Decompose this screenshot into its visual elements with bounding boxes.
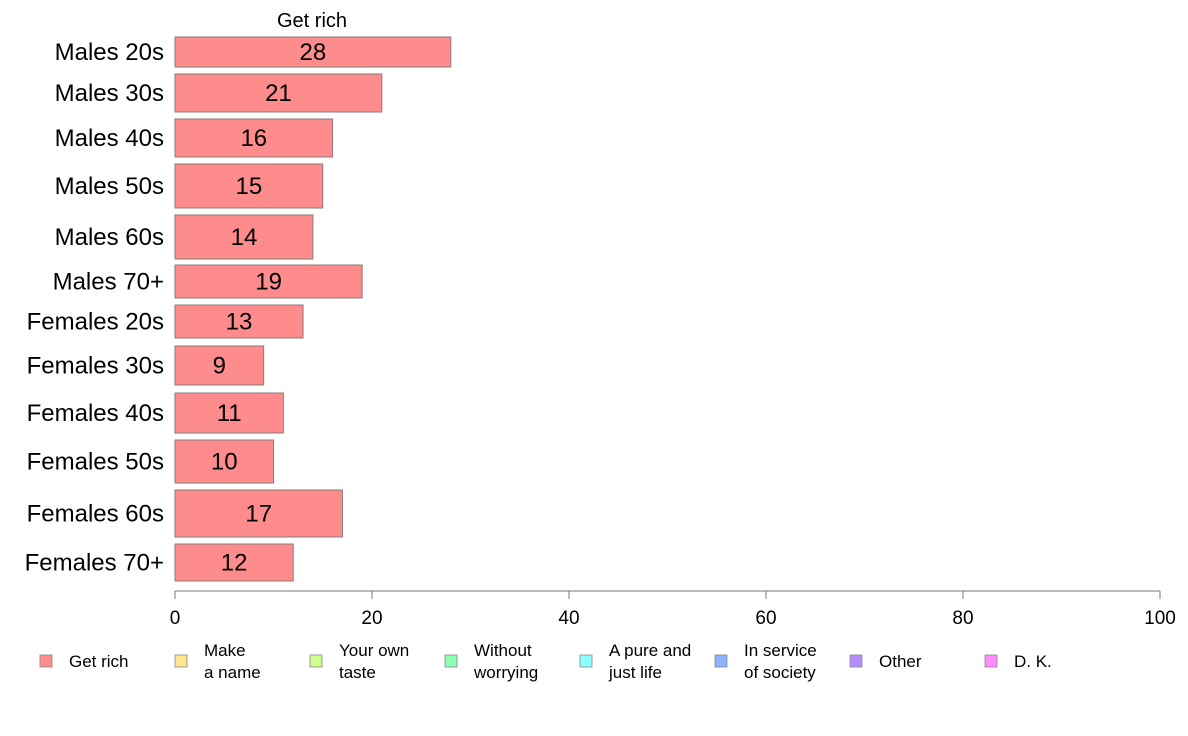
category-label: Males 60s (55, 224, 164, 251)
legend-label: Get rich (69, 652, 129, 671)
data-label: 16 (240, 125, 267, 152)
category-label: Males 40s (55, 125, 164, 152)
category-label: Males 20s (55, 39, 164, 66)
legend-swatch (174, 654, 188, 668)
data-label: 14 (231, 224, 258, 251)
legend-label: Make (204, 641, 246, 660)
legend-label: Without (474, 641, 532, 660)
data-label: 28 (300, 39, 327, 66)
bar (174, 439, 274, 484)
data-label: 15 (236, 173, 263, 200)
legend-label: A pure and (609, 641, 691, 660)
legend-label: Other (879, 652, 922, 671)
x-tick-label: 0 (170, 608, 181, 629)
legend-label: taste (339, 663, 376, 682)
category-label: Females 50s (27, 449, 164, 476)
x-tick-label: 40 (558, 608, 579, 629)
chart-title: Get rich (277, 10, 347, 32)
legend-swatch (714, 654, 728, 668)
bar (174, 36, 452, 68)
legend-label: D. K. (1014, 652, 1052, 671)
bar (174, 73, 383, 113)
legend: Get rich Make a name Your own taste Without wo… (39, 641, 1052, 682)
data-label: 12 (221, 550, 248, 577)
x-tick-label: 100 (1144, 608, 1176, 629)
legend-label: Your own (339, 641, 409, 660)
x-tick-label: 20 (361, 608, 382, 629)
legend-swatch (309, 654, 323, 668)
bar (174, 304, 304, 339)
data-label: 19 (255, 269, 282, 296)
bars-group: Males 20s 28 Males 30s 21 Males 40s 16 Males 5… (25, 36, 452, 582)
x-tick-label: 80 (952, 608, 973, 629)
legend-label: of society (744, 663, 816, 682)
data-label: 11 (217, 400, 242, 427)
legend-label: In service (744, 641, 817, 660)
data-label: 9 (213, 353, 226, 380)
data-label: 10 (211, 449, 238, 476)
bar (174, 392, 284, 434)
bar (174, 543, 294, 582)
legend-swatch (849, 654, 863, 668)
bar (174, 214, 314, 260)
bar (174, 345, 265, 386)
category-label: Females 20s (27, 309, 164, 336)
category-label: Females 70+ (25, 550, 164, 577)
category-label: Males 70+ (53, 269, 164, 296)
legend-label: worrying (473, 663, 538, 682)
bar (174, 489, 343, 538)
bar (174, 163, 324, 209)
legend-swatch (444, 654, 458, 668)
category-label: Females 60s (27, 501, 164, 528)
legend-swatch (39, 654, 53, 668)
legend-label: just life (608, 663, 662, 682)
category-label: Females 40s (27, 400, 164, 427)
x-tick-label: 60 (755, 608, 776, 629)
legend-label: a name (204, 663, 261, 682)
data-label: 21 (265, 80, 292, 107)
category-label: Males 30s (55, 80, 164, 107)
data-label: 13 (226, 309, 253, 336)
legend-swatch (984, 654, 998, 668)
data-label: 17 (245, 501, 272, 528)
bar (174, 264, 363, 299)
x-axis: 0 20 40 60 80 100 (170, 590, 1176, 629)
legend-swatch (579, 654, 593, 668)
category-label: Females 30s (27, 353, 164, 380)
bar (174, 118, 334, 158)
category-label: Males 50s (55, 173, 164, 200)
